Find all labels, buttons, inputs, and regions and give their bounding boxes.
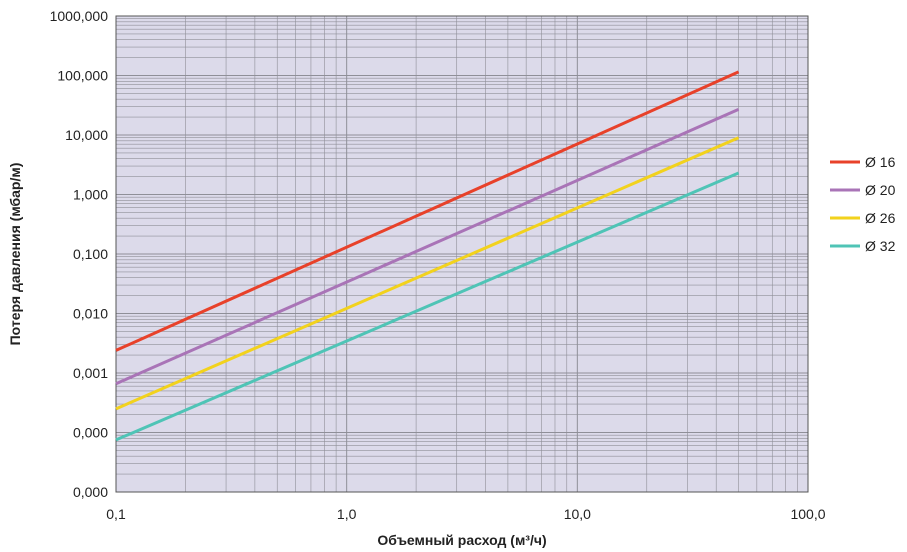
legend-label: Ø 32	[865, 238, 896, 254]
y-tick-labels: 0,000 0,000 0,001 0,010 0,100 1,000 10,000 100,…	[50, 8, 109, 500]
y-tick-label: 0,000	[73, 425, 108, 441]
x-tick-label: 0,1	[106, 506, 126, 522]
series-layer	[115, 70, 740, 442]
x-tick-labels: 0,1 1,0 10,0 100,0	[106, 506, 825, 522]
x-tick-label: 10,0	[564, 506, 591, 522]
plot-frame	[115, 15, 809, 493]
y-tick-label: 100,000	[57, 68, 108, 84]
series-line-3	[115, 136, 740, 411]
y-tick-label: 10,000	[65, 127, 108, 143]
series-line-1	[115, 70, 740, 352]
y-tick-label: 1000,000	[50, 8, 109, 24]
legend-label: Ø 20	[865, 182, 896, 198]
y-tick-label: 0,001	[73, 365, 108, 381]
legend-label: Ø 26	[865, 210, 896, 226]
series-line-4	[115, 171, 740, 442]
x-tick-label: 1,0	[337, 506, 357, 522]
series-line-2	[115, 107, 740, 386]
y-tick-label: 0,100	[73, 246, 108, 262]
legend-label: Ø 16	[865, 154, 896, 170]
y-tick-label: 0,000	[73, 484, 108, 500]
y-tick-label: 0,010	[73, 306, 108, 322]
x-axis-title: Объемный расход (м³/ч)	[377, 532, 546, 548]
y-axis-title: Потеря давления (мбар/м)	[7, 163, 23, 346]
y-tick-label: 1,000	[73, 187, 108, 203]
legend: Ø 16 Ø 20 Ø 26 Ø 32	[830, 154, 896, 254]
x-tick-label: 100,0	[790, 506, 825, 522]
